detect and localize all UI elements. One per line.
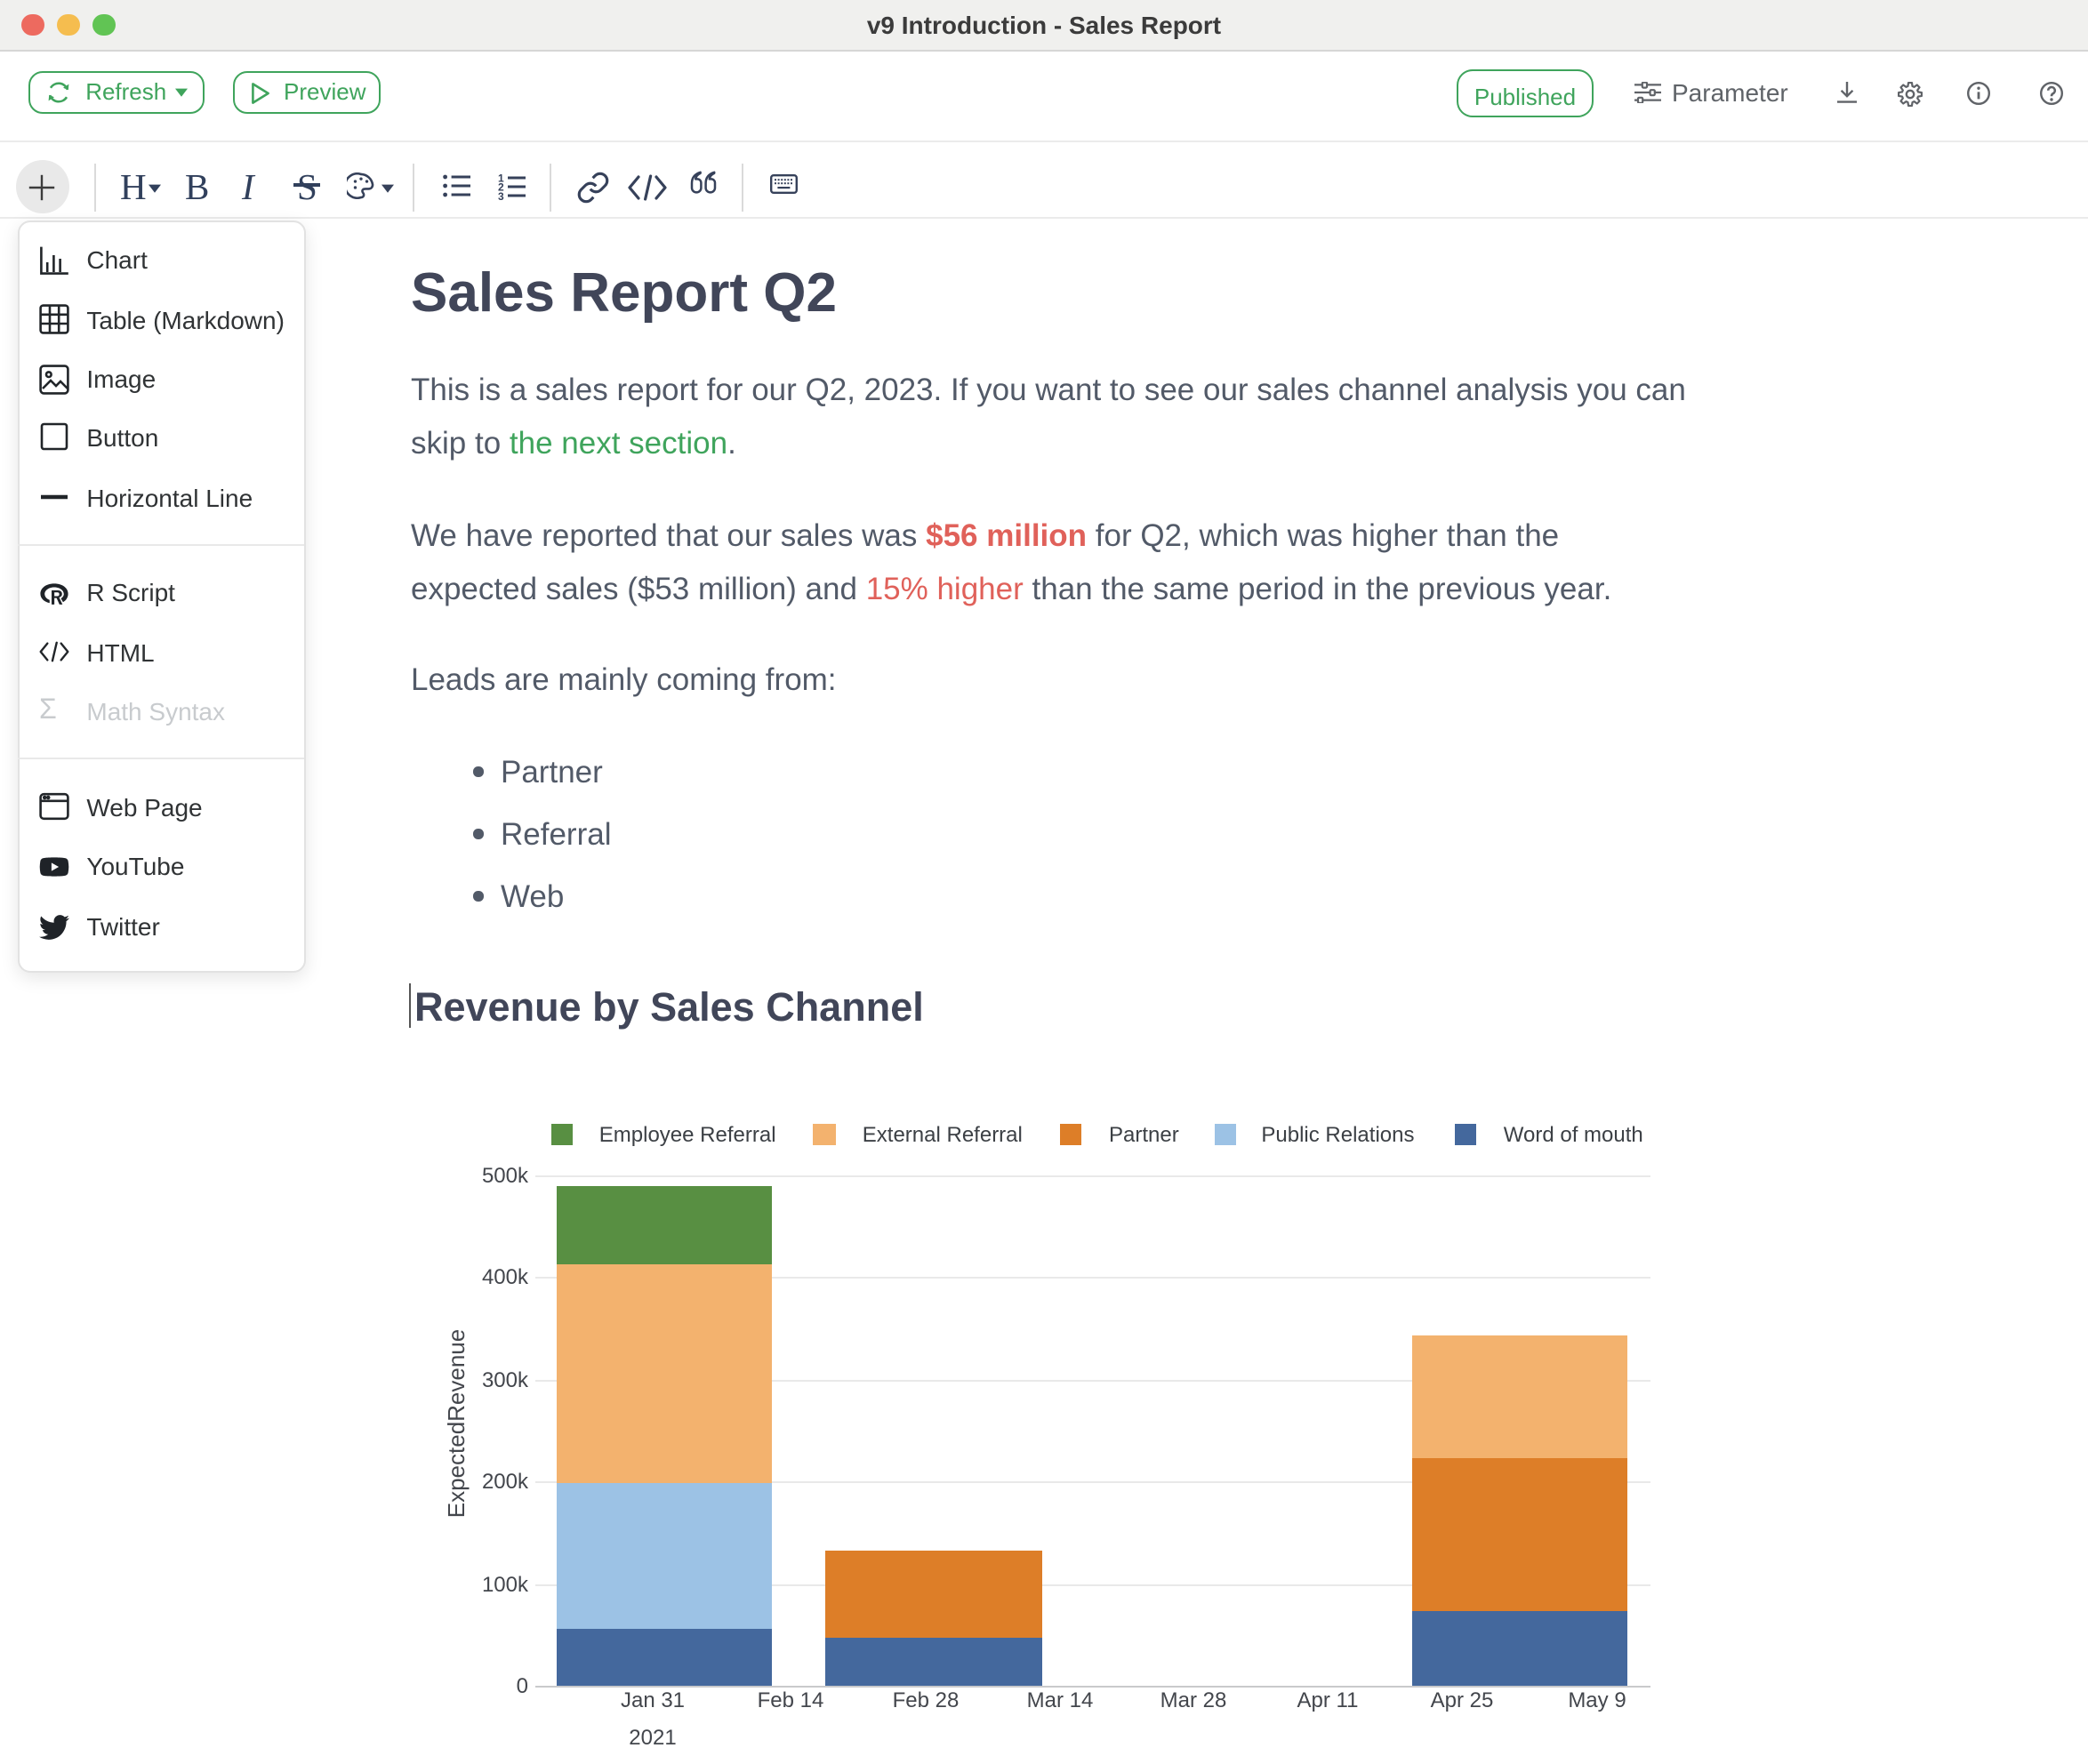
svg-text:2: 2 [497, 180, 503, 192]
svg-text:1: 1 [497, 172, 503, 183]
svg-text:3: 3 [497, 189, 503, 200]
